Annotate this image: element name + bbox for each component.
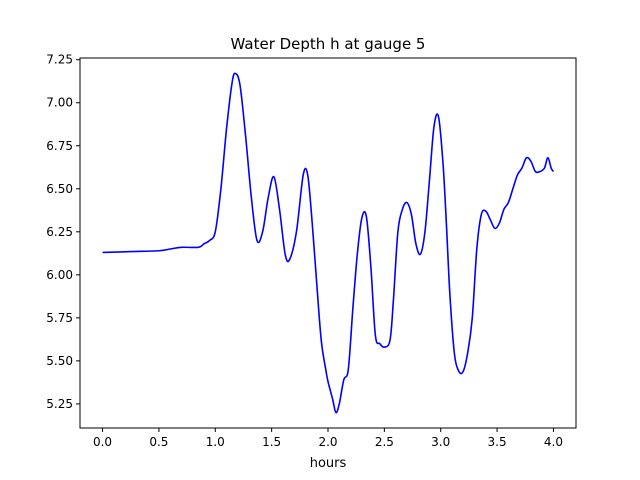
x-axis: 0.0 0.5 1.0 1.5 2.0 2.5 3.0 3.5 4.0 [93,428,563,449]
series-layer [102,72,555,414]
y-tick-label: 5.25 [46,397,73,411]
y-tick-label: 6.75 [46,139,73,153]
series-line-0 [102,72,555,414]
x-tick-label: 2.0 [318,435,337,449]
plot-area-frame [79,57,577,429]
x-tick-label: 3.0 [431,435,450,449]
x-tick-label: 0.5 [149,435,168,449]
x-tick-label: 4.0 [544,435,563,449]
x-axis-label: hours [310,456,347,471]
x-tick-label: 2.5 [375,435,394,449]
y-tick-label: 5.75 [46,311,73,325]
x-tick-label: 1.5 [262,435,281,449]
x-tick-label: 3.5 [488,435,507,449]
y-tick-label: 7.00 [46,96,73,110]
x-tick-label: 0.0 [93,435,112,449]
chart-title: Water Depth h at gauge 5 [231,35,426,53]
y-tick-label: 5.50 [46,354,73,368]
y-axis: 5.25 5.50 5.75 6.00 6.25 6.50 6.75 7.00 7.25 [46,53,80,411]
y-tick-label: 6.00 [46,268,73,282]
y-tick-label: 6.50 [46,182,73,196]
y-tick-label: 6.25 [46,225,73,239]
y-tick-label: 7.25 [46,53,73,67]
x-tick-label: 1.0 [206,435,225,449]
